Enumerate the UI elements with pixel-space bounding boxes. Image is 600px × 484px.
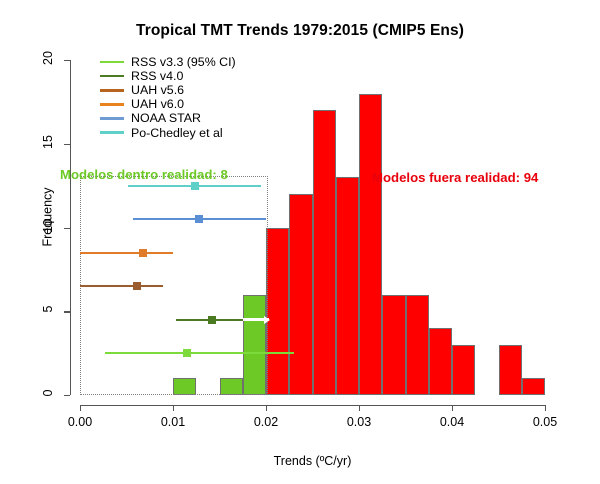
error-bar-line [175,318,266,321]
annotation-models-inside: Modelos dentro realidad: 8 [60,167,228,182]
x-axis-tick [80,405,82,411]
error-bar-point [191,181,200,190]
legend-item-label: UAH v6.0 [131,97,185,112]
y-axis-tick-label: 15 [41,134,55,149]
y-axis-line [70,60,72,395]
x-axis-tick [545,405,547,411]
legend-color-swatch [100,60,124,64]
arrow-head [263,315,270,324]
histogram-bar [359,93,383,395]
y-axis-tick-label: 5 [41,305,55,313]
x-axis-tick [266,405,268,411]
legend-item: RSS v3.3 (95% CI) [100,55,236,69]
error-bar-point [139,248,148,257]
x-axis-tick-label: 0.00 [67,415,93,429]
y-axis-tick [64,311,70,313]
legend-item-label: RSS v3.3 (95% CI) [131,55,236,70]
legend-item: NOAA STAR [100,111,236,125]
x-axis-tick-label: 0.02 [253,415,279,429]
x-axis-tick-label: 0.03 [346,415,372,429]
legend-color-swatch [100,131,124,134]
histogram-bar [521,378,545,395]
legend-item: UAH v6.0 [100,97,236,111]
arrow-shaft [242,318,269,321]
x-axis-tick-label: 0.04 [439,415,465,429]
x-axis-tick [359,405,361,411]
error-bar-point [195,215,204,224]
legend-color-swatch [100,117,124,120]
legend-item-label: NOAA STAR [131,111,201,126]
histogram-bar [335,177,359,395]
histogram-bar [452,344,476,395]
legend-color-swatch [100,103,124,106]
histogram-bar [312,110,336,395]
y-axis-tick-label: 20 [41,51,55,65]
legend-item-label: Po-Chedley et al [131,125,223,140]
y-axis-tick-label: 0 [41,389,55,397]
error-bar-line [105,352,294,355]
legend-color-swatch [100,88,124,92]
x-axis-tick [173,405,175,411]
plot-area: 0 5 10 15 20 0.00 0.01 0.02 0.03 0.04 0.05 Trends … [41,51,558,468]
error-bar-line [80,251,173,254]
error-bar-point [132,282,141,291]
y-axis-tick [64,227,70,229]
legend: RSS v3.3 (95% CI) RSS v4.0 UAH v5.6 UAH v6.… [100,55,236,140]
x-axis-line [80,405,545,407]
histogram-bar [428,328,452,395]
histogram-bar [289,194,313,395]
error-bar-point [208,315,217,324]
legend-item: UAH v5.6 [100,83,236,97]
histogram-bar [266,227,290,395]
x-axis-tick-label: 0.01 [160,415,186,429]
y-axis-title: Frequency [40,187,55,247]
x-axis-tick-label: 0.05 [532,415,558,429]
histogram-bar [382,294,406,395]
legend-item: Po-Chedley et al [100,125,236,140]
histogram-bar [498,344,522,395]
error-bar-line [80,285,163,288]
annotation-models-outside: Modelos fuera realidad: 94 [372,170,539,185]
legend-item: RSS v4.0 [100,69,236,83]
error-bar-point [182,349,191,358]
histogram-bar [405,294,429,395]
y-axis-tick [64,60,70,62]
y-axis-tick [64,143,70,146]
legend-item-label: RSS v4.0 [131,69,184,84]
x-axis-title: Trends (ºC/yr) [273,454,352,468]
chart-title: Tropical TMT Trends 1979:2015 (CMIP5 Ens… [136,22,464,39]
x-axis-tick [452,405,454,411]
legend-item-label: UAH v5.6 [131,83,185,98]
y-axis-tick [64,395,70,397]
legend-color-swatch [100,74,124,78]
